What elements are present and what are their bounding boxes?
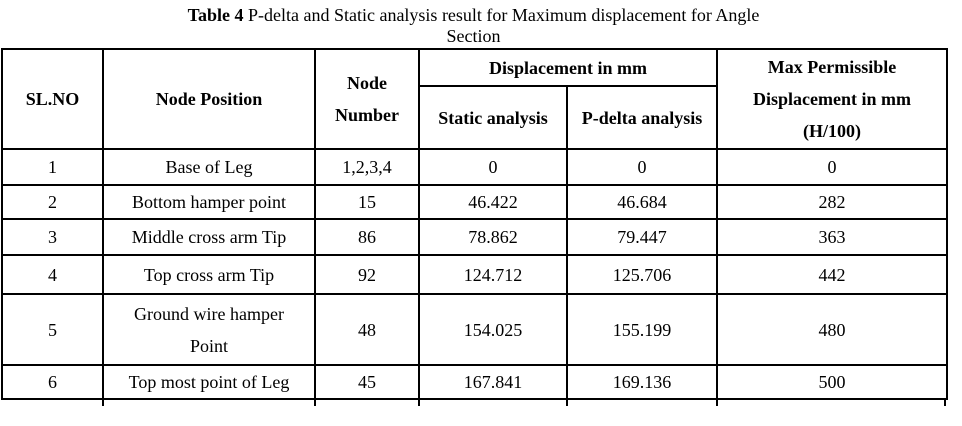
cell-node-number: 86	[314, 218, 420, 256]
cell-sl-no: 2	[1, 184, 104, 220]
table-row: 4 Top cross arm Tip 92 124.712 125.706 442	[1, 254, 949, 295]
header-displacement-group: Displacement in mm	[417, 48, 719, 87]
cell-p-delta-analysis: 0	[565, 148, 719, 186]
cell-sl-no: 1	[1, 148, 104, 186]
header-row-top: SL.NO Node Position Node Number Displace…	[1, 48, 949, 150]
header-sl-no: SL.NO	[1, 48, 104, 150]
border-stub	[716, 400, 718, 406]
header-max-permissible: Max Permissible Displacement in mm (H/10…	[716, 48, 949, 150]
cell-p-delta-analysis: 125.706	[565, 254, 719, 295]
header-node-number: Node Number	[314, 48, 420, 150]
header-row-sub: Static analysis P-delta analysis	[2, 85, 947, 150]
border-stub	[418, 400, 420, 406]
cell-node-position: Bottom hamper point	[102, 184, 316, 220]
cell-static-analysis: 46.422	[418, 184, 568, 220]
results-table: SL.NO Node Position Node Number Displace…	[1, 48, 949, 400]
cell-static-analysis: 78.862	[418, 218, 568, 256]
cell-max-permissible: 363	[716, 218, 949, 256]
cell-p-delta-analysis: 46.684	[565, 184, 719, 220]
cell-sl-no: 6	[1, 364, 104, 400]
cell-static-analysis: 0	[418, 148, 568, 186]
cell-node-number: 15	[314, 184, 420, 220]
border-stub	[944, 400, 946, 406]
border-stub	[314, 400, 316, 406]
cell-static-analysis: 124.712	[418, 254, 568, 295]
table-row: 5 Ground wire hamper Point 48 154.025 155.19…	[1, 293, 949, 366]
border-stub	[566, 400, 568, 406]
table-caption-text: P-delta and Static analysis result for M…	[243, 5, 760, 25]
cell-max-permissible: 442	[716, 254, 949, 295]
cell-sl-no: 4	[1, 254, 104, 295]
cell-max-permissible: 500	[716, 364, 949, 400]
header-static-analysis: Static analysis	[418, 85, 568, 150]
header-p-delta-analysis: P-delta analysis	[565, 85, 719, 150]
cell-sl-no: 3	[1, 218, 104, 256]
header-node-position: Node Position	[102, 48, 316, 150]
table-caption: Table 4 P-delta and Static analysis resu…	[0, 5, 947, 47]
cell-p-delta-analysis: 169.136	[565, 364, 719, 400]
cell-node-position: Ground wire hamper Point	[102, 293, 316, 366]
table-row: 2 Bottom hamper point 15 46.422 46.684 282	[1, 184, 949, 220]
cell-node-position: Top cross arm Tip	[102, 254, 316, 295]
table-row: 3 Middle cross arm Tip 86 78.862 79.447 363	[1, 218, 949, 256]
table-header: SL.NO Node Position Node Number Displace…	[1, 48, 949, 150]
cell-node-position: Top most point of Leg	[102, 364, 316, 400]
table-row: 6 Top most point of Leg 45 167.841 169.136 50…	[1, 364, 949, 400]
cell-node-number: 45	[314, 364, 420, 400]
cell-node-number: 48	[314, 293, 420, 366]
cell-node-position: Base of Leg	[102, 148, 316, 186]
cell-static-analysis: 154.025	[418, 293, 568, 366]
cell-max-permissible: 0	[716, 148, 949, 186]
table-row: 1 Base of Leg 1,2,3,4 0 0 0	[1, 148, 949, 186]
cell-p-delta-analysis: 79.447	[565, 218, 719, 256]
cell-static-analysis: 167.841	[418, 364, 568, 400]
table-body: 1 Base of Leg 1,2,3,4 0 0 0 2 Bottom hamper poi…	[1, 148, 949, 400]
cell-p-delta-analysis: 155.199	[565, 293, 719, 366]
cell-max-permissible: 480	[716, 293, 949, 366]
table-caption-line2: Section	[446, 26, 501, 46]
border-stub	[102, 400, 104, 406]
table-caption-number: Table 4	[187, 5, 244, 25]
cell-node-position: Middle cross arm Tip	[102, 218, 316, 256]
cell-sl-no: 5	[1, 293, 104, 366]
cell-node-number: 1,2,3,4	[314, 148, 420, 186]
cell-node-number: 92	[314, 254, 420, 295]
cell-max-permissible: 282	[716, 184, 949, 220]
